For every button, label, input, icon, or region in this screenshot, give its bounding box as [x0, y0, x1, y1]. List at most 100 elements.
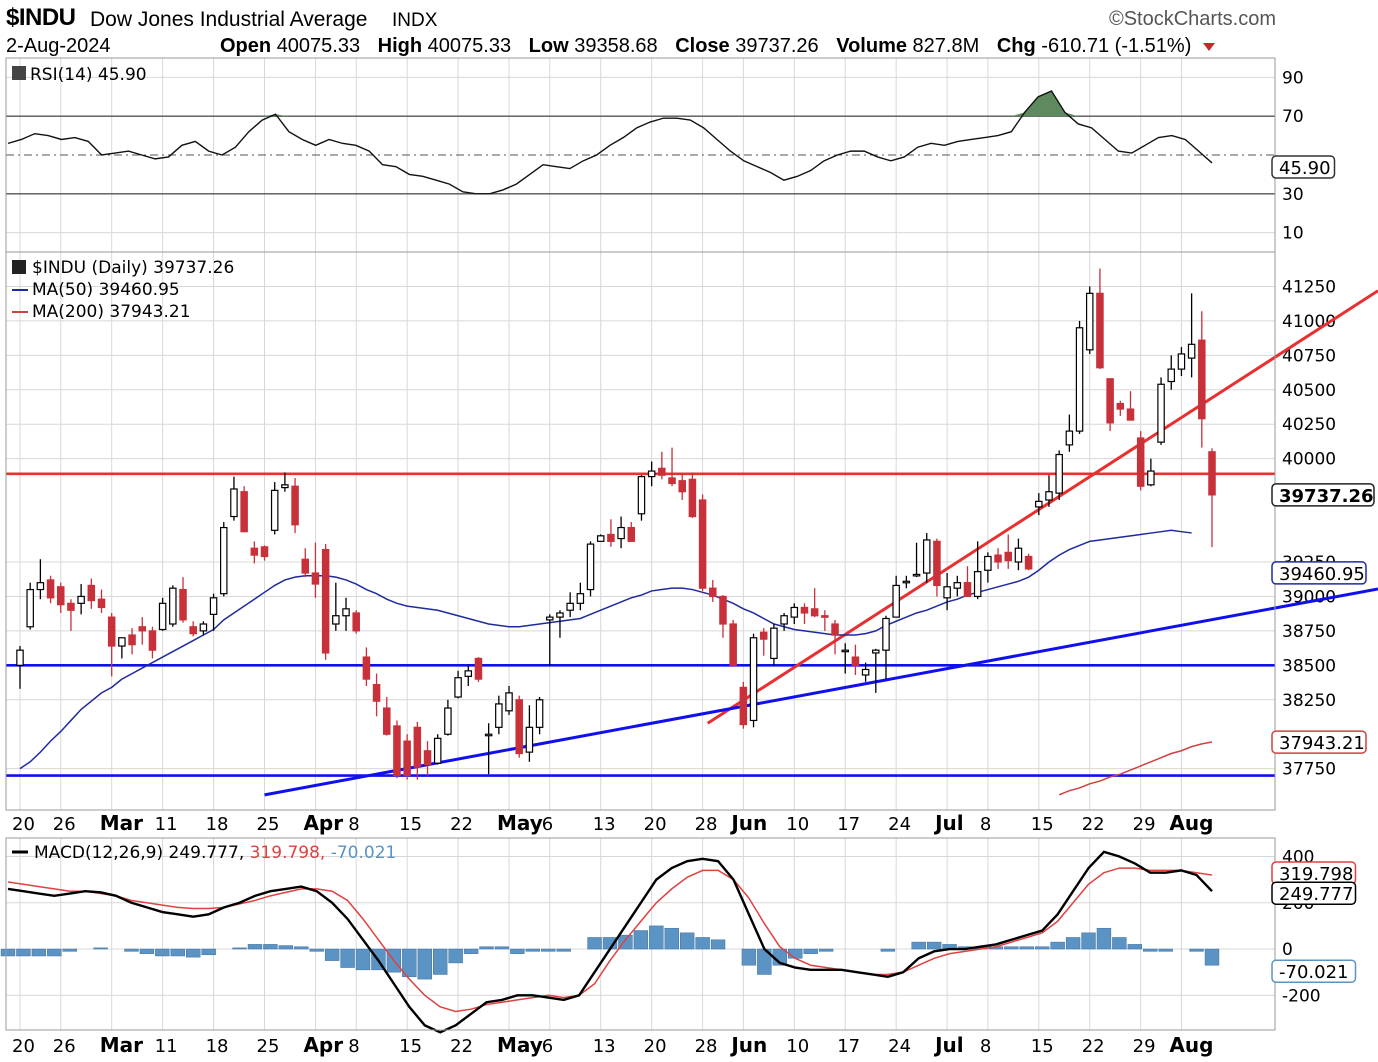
candle-body: [484, 733, 493, 737]
candle-body: [1116, 402, 1125, 410]
candle-body: [810, 608, 819, 617]
x-tick-label: 11: [155, 814, 178, 835]
uptrend-line-blue: [264, 587, 1378, 797]
x-tick-label: 6: [542, 814, 553, 835]
macd-histogram-bar: [1096, 927, 1112, 950]
y-tick-label: 40000: [1282, 450, 1336, 470]
candle-body: [301, 558, 310, 574]
candle-body: [1187, 343, 1196, 359]
close-label: Close: [675, 35, 730, 57]
candle-body: [87, 584, 96, 602]
candle-body: [383, 707, 391, 735]
y-tick-label: 37750: [1282, 760, 1336, 780]
x-tick-label: 6: [542, 1036, 553, 1057]
macd-histogram-bar: [788, 948, 803, 959]
candle-body: [790, 606, 799, 618]
candle-body: [250, 547, 259, 556]
candle-body: [515, 699, 523, 755]
macd-histogram-bar: [124, 948, 139, 952]
candle-body: [800, 606, 809, 614]
candle-body: [352, 612, 360, 632]
candle-body: [169, 587, 177, 625]
candle-body: [902, 580, 911, 584]
candle-body: [556, 612, 564, 618]
candle-body: [617, 526, 625, 540]
x-month-label: Mar: [100, 811, 143, 835]
x-tick-label: 8: [980, 814, 991, 835]
x-tick-label: 8: [348, 1036, 359, 1057]
candle-body: [892, 584, 900, 618]
x-tick-label: 20: [644, 1036, 667, 1057]
macd-histogram-bar: [1158, 948, 1173, 952]
macd-histogram-bar: [494, 946, 510, 950]
high-value: 40075.33: [427, 35, 512, 57]
value-badge-label: 319.798: [1279, 864, 1353, 885]
down-arrow-icon: [1202, 42, 1215, 51]
x-tick-label: 15: [1031, 814, 1054, 835]
candle-body: [943, 586, 951, 599]
candle-body: [1198, 339, 1206, 420]
macd-histogram-bar: [155, 948, 170, 957]
y-tick-label: 39000: [1282, 587, 1336, 607]
candle-body: [1085, 292, 1094, 351]
value-badge: [1271, 155, 1336, 179]
candle-body: [1157, 383, 1165, 443]
candle-body: [1208, 451, 1216, 496]
macd-line: [7, 850, 1213, 1034]
macd-histogram-bar: [525, 948, 541, 952]
macd-histogram-bar: [232, 947, 247, 950]
candle-body: [525, 726, 534, 753]
macd-legend: MACD(12,26,9) 249.777, 319.798, -70.021: [34, 843, 396, 863]
candle-body: [444, 707, 452, 735]
candle-body: [495, 703, 503, 728]
macd-signal-line: [7, 867, 1213, 1013]
ma50-legend: MA(50) 39460.95: [32, 280, 180, 300]
price-legend: $INDU (Daily) 39737.26: [32, 258, 234, 278]
ma200-line: [1058, 741, 1213, 796]
candle-body: [1035, 500, 1043, 508]
price-legend-icon: [12, 260, 26, 274]
x-tick-label: 26: [53, 814, 76, 835]
candle-body: [749, 637, 758, 722]
candle-body: [586, 543, 595, 591]
x-month-label: Jul: [933, 811, 964, 835]
ma50-line: [19, 529, 1192, 770]
macd-histogram-bar: [679, 932, 695, 950]
macd-histogram-bar: [695, 937, 710, 950]
candle-body: [36, 582, 45, 591]
macd-histogram-bar: [139, 948, 155, 954]
open-label: Open: [220, 35, 272, 57]
candle-body: [413, 726, 422, 768]
macd-histogram-bar: [433, 948, 448, 975]
candle-body: [831, 623, 839, 636]
macd-histogram-bar: [355, 948, 371, 971]
candle-body: [332, 615, 340, 625]
x-month-label: Apr: [303, 1033, 343, 1057]
brand-logo[interactable]: ©StockCharts.com: [1108, 8, 1276, 30]
macd-histogram-bar: [294, 946, 309, 950]
x-tick-label: 18: [206, 1036, 229, 1057]
macd-histogram-bar: [880, 948, 896, 952]
macd-histogram-bar: [710, 939, 726, 950]
candle-body: [912, 573, 921, 577]
candle-body: [281, 484, 289, 489]
candle-body: [1014, 547, 1023, 563]
low-label: Low: [528, 35, 569, 57]
close-value: 39737.26: [735, 35, 819, 57]
candle-body: [199, 623, 208, 632]
x-tick-label: 18: [206, 814, 229, 835]
candle-body: [189, 626, 197, 635]
candle-body: [403, 740, 411, 777]
candle-body: [179, 588, 187, 621]
candle-body: [933, 540, 941, 587]
candle-body: [861, 668, 870, 676]
value-badge: [1271, 881, 1357, 905]
candle-body: [270, 489, 279, 531]
value-badge-label: 39737.26: [1279, 486, 1374, 507]
x-month-label: Jul: [933, 1033, 964, 1057]
x-tick-label: 26: [53, 1036, 76, 1057]
x-tick-label: 15: [1031, 1036, 1054, 1057]
macd-histogram-bar: [664, 927, 679, 950]
y-tick-label: 90: [1282, 68, 1304, 88]
